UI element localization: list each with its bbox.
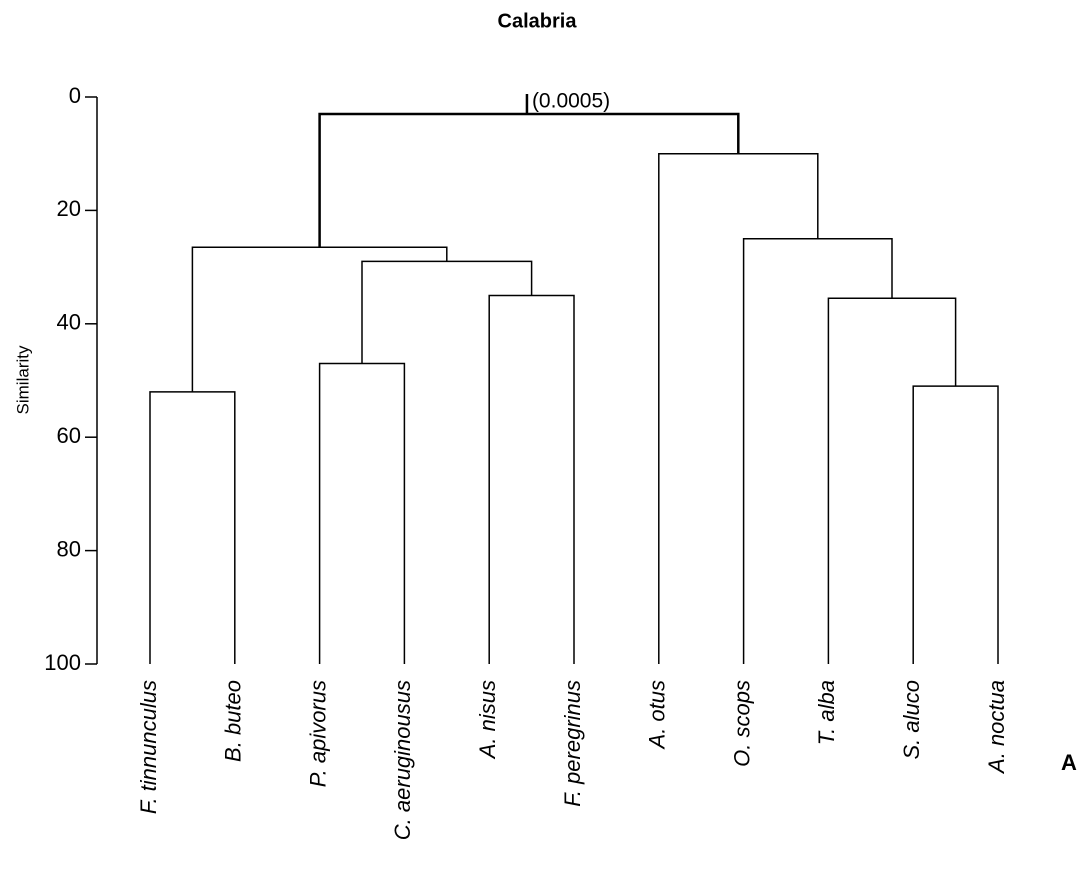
dendrogram-link [149, 391, 236, 664]
dendrogram-link [658, 152, 819, 664]
leaf-label: O. scops [729, 680, 754, 767]
y-tick-label: 80 [57, 536, 81, 561]
dendrogram-link [318, 112, 740, 248]
leaf-label: A. noctua [984, 680, 1009, 775]
y-tick-label: 60 [57, 423, 81, 448]
y-tick-label: 0 [69, 83, 81, 108]
dendrogram-link [912, 385, 999, 664]
chart-title: Calabria [498, 10, 578, 32]
dendrogram-link [361, 260, 533, 364]
dendrogram-link [742, 238, 893, 664]
leaf-label: A. nisus [475, 680, 500, 760]
panel-label: A [1061, 750, 1077, 775]
y-tick-label: 100 [44, 650, 81, 675]
leaf-label: C. aeruginousus [390, 680, 415, 840]
leaf-label: F. tinnunculus [136, 680, 161, 814]
dendrogram-link [318, 362, 406, 664]
leaf-label: F. peregrinus [560, 680, 585, 807]
leaf-label: P. apivorus [305, 680, 330, 787]
leaf-label: B. buteo [221, 680, 246, 762]
dendrogram-link [827, 297, 957, 664]
annotation: (0.0005) [532, 90, 610, 113]
y-tick-label: 20 [57, 196, 81, 221]
leaf-label: S. aluco [899, 680, 924, 760]
dendrogram-link [488, 294, 575, 664]
y-axis-label: Similarity [13, 345, 32, 414]
leaf-label: T. alba [814, 680, 839, 745]
leaf-label: A. otus [645, 680, 670, 750]
y-tick-label: 40 [57, 310, 81, 335]
